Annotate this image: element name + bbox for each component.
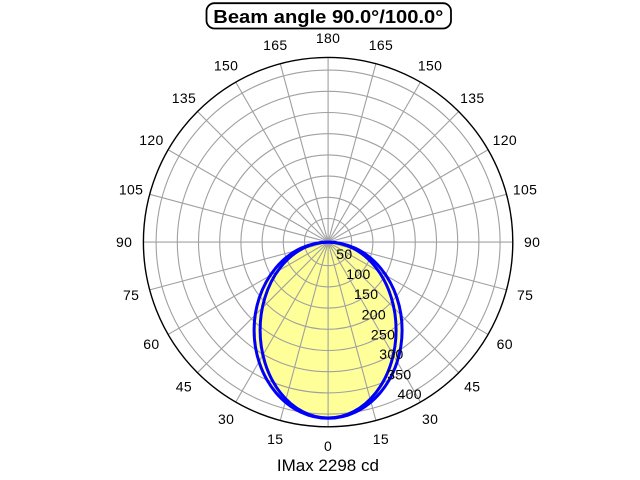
- svg-text:15: 15: [267, 431, 283, 447]
- svg-text:105: 105: [119, 181, 143, 197]
- svg-text:45: 45: [464, 378, 480, 394]
- svg-text:200: 200: [362, 306, 386, 322]
- svg-text:300: 300: [379, 346, 403, 362]
- svg-text:165: 165: [369, 37, 393, 53]
- svg-text:135: 135: [460, 90, 484, 106]
- svg-text:90: 90: [116, 234, 132, 250]
- svg-text:60: 60: [143, 336, 159, 352]
- svg-text:150: 150: [354, 286, 378, 302]
- svg-text:50: 50: [336, 246, 352, 262]
- svg-text:60: 60: [497, 336, 513, 352]
- svg-text:400: 400: [397, 386, 421, 402]
- svg-text:75: 75: [517, 287, 533, 303]
- svg-text:120: 120: [139, 132, 163, 148]
- svg-text:165: 165: [263, 37, 287, 53]
- svg-text:30: 30: [422, 411, 438, 427]
- svg-text:100: 100: [346, 266, 370, 282]
- svg-text:105: 105: [513, 181, 537, 197]
- svg-text:120: 120: [493, 132, 517, 148]
- svg-text:IMax 2298 cd: IMax 2298 cd: [277, 456, 379, 475]
- svg-text:15: 15: [373, 431, 389, 447]
- svg-text:150: 150: [418, 57, 442, 73]
- svg-text:45: 45: [176, 378, 192, 394]
- svg-text:180: 180: [316, 30, 340, 46]
- svg-text:135: 135: [172, 90, 196, 106]
- svg-text:350: 350: [387, 366, 411, 382]
- svg-text:150: 150: [214, 57, 238, 73]
- svg-text:Beam angle 90.0°/100.0°: Beam angle 90.0°/100.0°: [213, 7, 443, 27]
- svg-text:30: 30: [218, 411, 234, 427]
- svg-text:90: 90: [524, 234, 540, 250]
- svg-text:0: 0: [324, 438, 332, 454]
- svg-text:250: 250: [371, 326, 395, 342]
- svg-text:75: 75: [123, 287, 139, 303]
